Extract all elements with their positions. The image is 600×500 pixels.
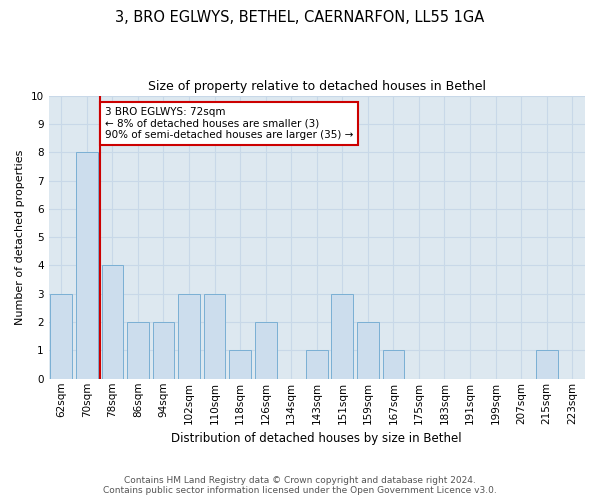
Y-axis label: Number of detached properties: Number of detached properties <box>15 150 25 325</box>
Text: Contains HM Land Registry data © Crown copyright and database right 2024.
Contai: Contains HM Land Registry data © Crown c… <box>103 476 497 495</box>
Text: 3 BRO EGLWYS: 72sqm
← 8% of detached houses are smaller (3)
90% of semi-detached: 3 BRO EGLWYS: 72sqm ← 8% of detached hou… <box>105 107 353 140</box>
Bar <box>255 322 277 379</box>
Bar <box>50 294 72 379</box>
Bar <box>306 350 328 379</box>
Bar <box>536 350 557 379</box>
Bar <box>229 350 251 379</box>
Bar <box>152 322 175 379</box>
Bar <box>101 266 123 379</box>
X-axis label: Distribution of detached houses by size in Bethel: Distribution of detached houses by size … <box>172 432 462 445</box>
Bar <box>127 322 149 379</box>
Title: Size of property relative to detached houses in Bethel: Size of property relative to detached ho… <box>148 80 486 93</box>
Bar <box>178 294 200 379</box>
Text: 3, BRO EGLWYS, BETHEL, CAERNARFON, LL55 1GA: 3, BRO EGLWYS, BETHEL, CAERNARFON, LL55 … <box>115 10 485 25</box>
Bar <box>76 152 98 379</box>
Bar <box>204 294 226 379</box>
Bar <box>331 294 353 379</box>
Bar <box>383 350 404 379</box>
Bar <box>357 322 379 379</box>
